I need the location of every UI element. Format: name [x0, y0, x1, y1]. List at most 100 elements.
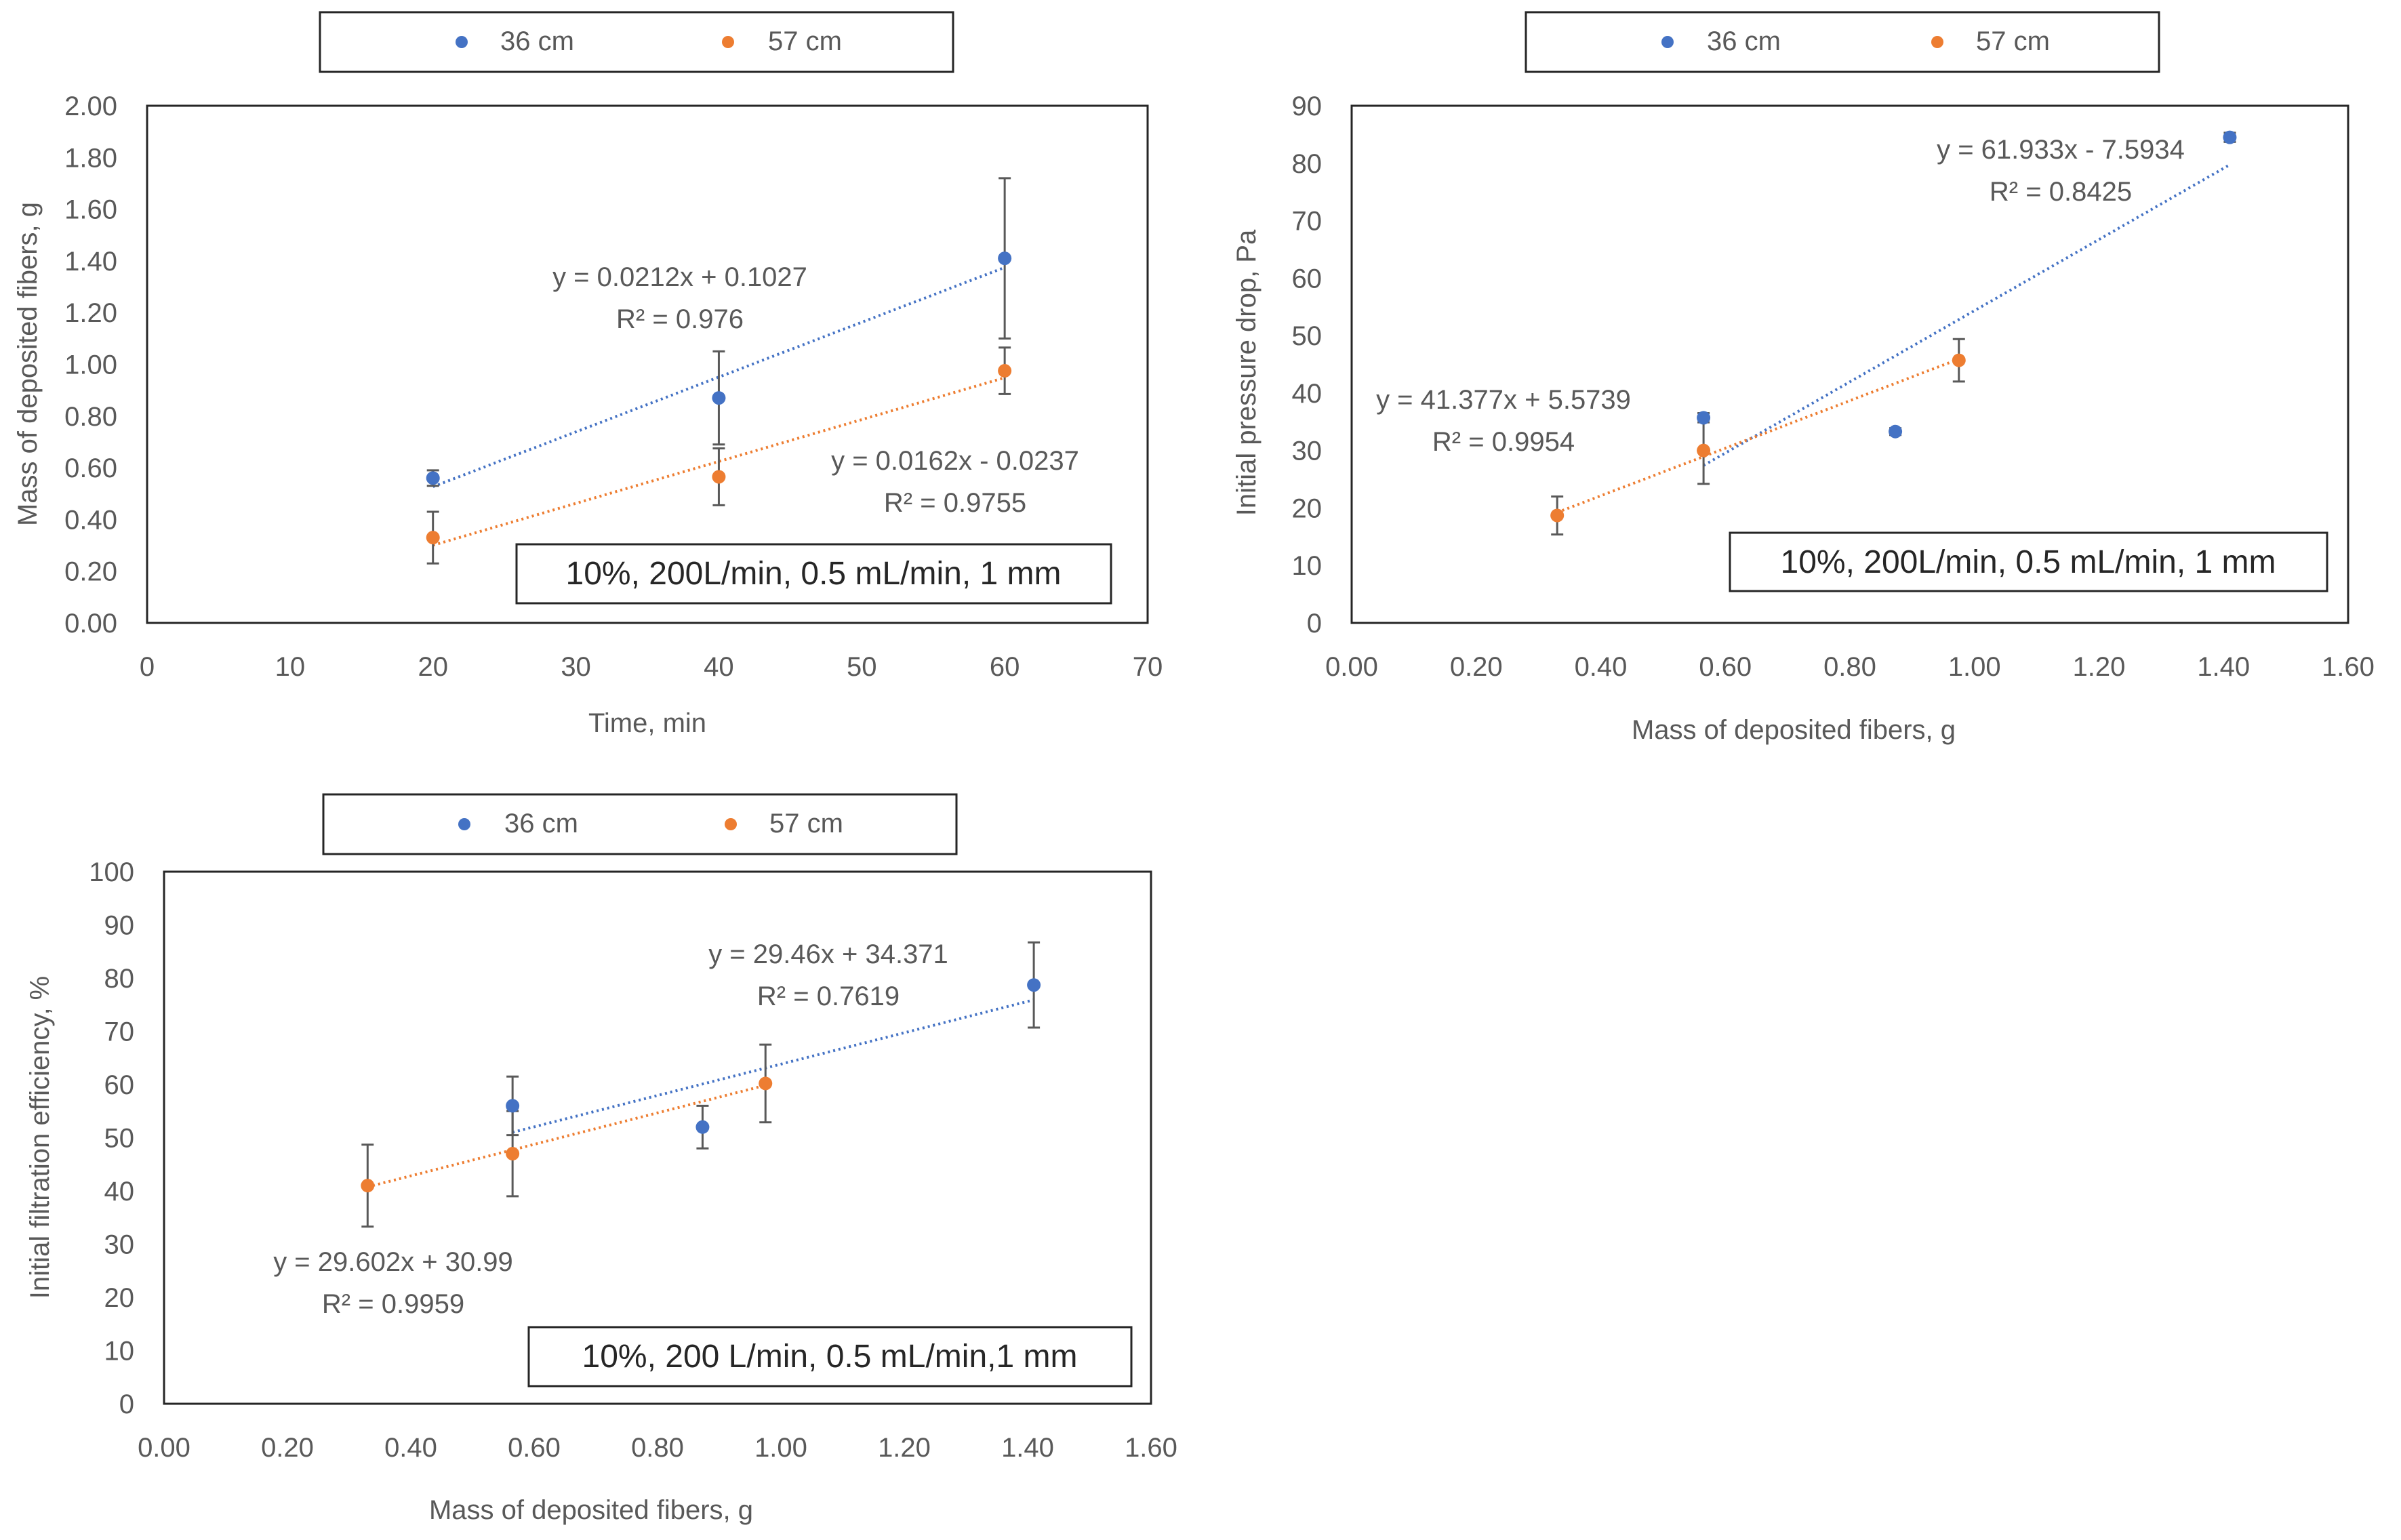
x-tick-label: 1.00	[754, 1433, 807, 1463]
y-tick-label: 90	[104, 911, 135, 941]
trendline-series-1	[1703, 163, 2231, 467]
x-tick-label: 0.80	[631, 1433, 684, 1463]
x-tick-label: 50	[847, 652, 877, 682]
legend-marker-series-1	[458, 818, 470, 830]
y-tick-label: 40	[1292, 379, 1323, 409]
condition-box: 10%, 200 L/min, 0.5 mL/min,1 mm	[527, 1326, 1133, 1387]
equation-series-2: y = 29.602x + 30.99	[273, 1247, 513, 1277]
equation-series-1: y = 0.0212x + 0.1027	[552, 262, 807, 292]
x-tick-label: 1.40	[2197, 652, 2250, 682]
y-axis-label: Mass of deposited fibers, g	[13, 202, 43, 526]
data-point-series-2	[361, 1179, 375, 1193]
y-tick-label: 60	[1292, 264, 1323, 293]
data-point-series-1	[1889, 424, 1903, 439]
data-point-series-2	[712, 470, 726, 484]
data-point-series-2	[759, 1076, 773, 1091]
y-tick-label: 70	[104, 1017, 135, 1047]
data-point-series-1	[712, 391, 726, 405]
r2-series-1: R² = 0.7619	[757, 981, 900, 1011]
y-tick-label: 1.00	[64, 350, 117, 380]
y-tick-label: 2.00	[64, 92, 117, 121]
y-tick-label: 0.80	[64, 402, 117, 432]
y-tick-label: 1.80	[64, 143, 117, 173]
trendline-series-1	[432, 266, 1005, 488]
plot-area	[163, 870, 1152, 1405]
plot-area	[146, 104, 1149, 624]
legend-label-series-1: 36 cm	[504, 809, 578, 838]
x-tick-label: 10	[275, 652, 306, 682]
data-point-series-1	[998, 251, 1012, 266]
x-tick-label: 0.40	[1575, 652, 1628, 682]
legend: 36 cm 57 cm	[322, 793, 958, 855]
data-point-series-2	[506, 1147, 520, 1161]
x-tick-label: 0.80	[1823, 652, 1876, 682]
y-tick-label: 70	[1292, 207, 1323, 237]
y-tick-label: 30	[104, 1230, 135, 1260]
trendline-series-2	[1556, 357, 1960, 514]
y-tick-label: 1.60	[64, 195, 117, 225]
x-tick-label: 0.60	[508, 1433, 561, 1463]
x-axis-label: Mass of deposited fibers, g	[1632, 715, 1956, 745]
y-tick-label: 0	[119, 1390, 134, 1419]
data-point-series-1	[1697, 411, 1711, 425]
x-tick-label: 0.20	[261, 1433, 314, 1463]
legend-marker-series-2	[725, 818, 737, 830]
y-tick-label: 10	[104, 1337, 135, 1366]
equation-series-1: y = 29.46x + 34.371	[708, 939, 948, 969]
legend-marker-series-2	[1931, 36, 1943, 48]
y-tick-label: 1.20	[64, 298, 117, 328]
x-tick-label: 1.20	[878, 1433, 931, 1463]
y-axis-label: Initial filtration efficiency, %	[25, 976, 55, 1299]
y-tick-label: 30	[1292, 437, 1323, 466]
trendline-series-2	[367, 1084, 766, 1188]
x-tick-label: 0.00	[138, 1433, 190, 1463]
data-point-series-2	[998, 364, 1012, 378]
y-tick-label: 1.40	[64, 247, 117, 277]
x-tick-label: 70	[1133, 652, 1163, 682]
r2-series-1: R² = 0.976	[616, 304, 744, 334]
legend-label-series-1: 36 cm	[500, 26, 574, 56]
data-point-series-1	[426, 471, 440, 485]
data-point-series-1	[695, 1120, 710, 1134]
legend-label-series-1: 36 cm	[1707, 26, 1781, 56]
legend-label-series-2: 57 cm	[768, 26, 842, 56]
y-tick-label: 90	[1292, 92, 1323, 121]
plot-area	[1350, 104, 2349, 624]
y-axis-label: Initial pressure drop, Pa	[1232, 229, 1262, 516]
x-tick-label: 1.60	[2322, 652, 2375, 682]
x-axis-label: Time, min	[588, 708, 706, 738]
legend: 36 cm 57 cm	[319, 11, 954, 73]
x-tick-label: 0.00	[1325, 652, 1378, 682]
r2-series-2: R² = 0.9755	[884, 488, 1026, 518]
data-point-series-2	[1952, 353, 1966, 367]
y-tick-label: 0	[1307, 609, 1322, 639]
data-point-series-1	[2223, 130, 2237, 144]
legend-marker-series-1	[1661, 36, 1674, 48]
y-tick-label: 50	[1292, 321, 1323, 351]
equation-series-2: y = 0.0162x - 0.0237	[831, 446, 1079, 476]
x-tick-label: 40	[704, 652, 734, 682]
data-point-series-1	[506, 1099, 520, 1113]
condition-box: 10%, 200L/min, 0.5 mL/min, 1 mm	[1729, 531, 2328, 592]
y-tick-label: 10	[1292, 551, 1323, 581]
r2-series-1: R² = 0.8425	[1990, 177, 2132, 207]
x-tick-label: 30	[561, 652, 591, 682]
condition-label: 10%, 200L/min, 0.5 mL/min, 1 mm	[1781, 544, 2276, 580]
legend-marker-series-1	[456, 36, 468, 48]
y-tick-label: 0.20	[64, 557, 117, 587]
x-tick-label: 1.60	[1125, 1433, 1177, 1463]
legend-label-series-2: 57 cm	[1976, 26, 2050, 56]
y-tick-label: 0.40	[64, 505, 117, 535]
trendline-series-2	[432, 376, 1005, 547]
x-tick-label: 1.40	[1001, 1433, 1054, 1463]
y-tick-label: 40	[104, 1177, 135, 1207]
y-tick-label: 100	[89, 857, 134, 887]
equation-series-2: y = 41.377x + 5.5739	[1376, 385, 1631, 415]
x-tick-label: 20	[418, 652, 448, 682]
data-point-series-2	[1550, 508, 1565, 523]
y-tick-label: 0.00	[64, 609, 117, 639]
y-tick-label: 80	[104, 964, 135, 994]
data-point-series-1	[1027, 978, 1041, 992]
r2-series-2: R² = 0.9959	[322, 1289, 464, 1319]
